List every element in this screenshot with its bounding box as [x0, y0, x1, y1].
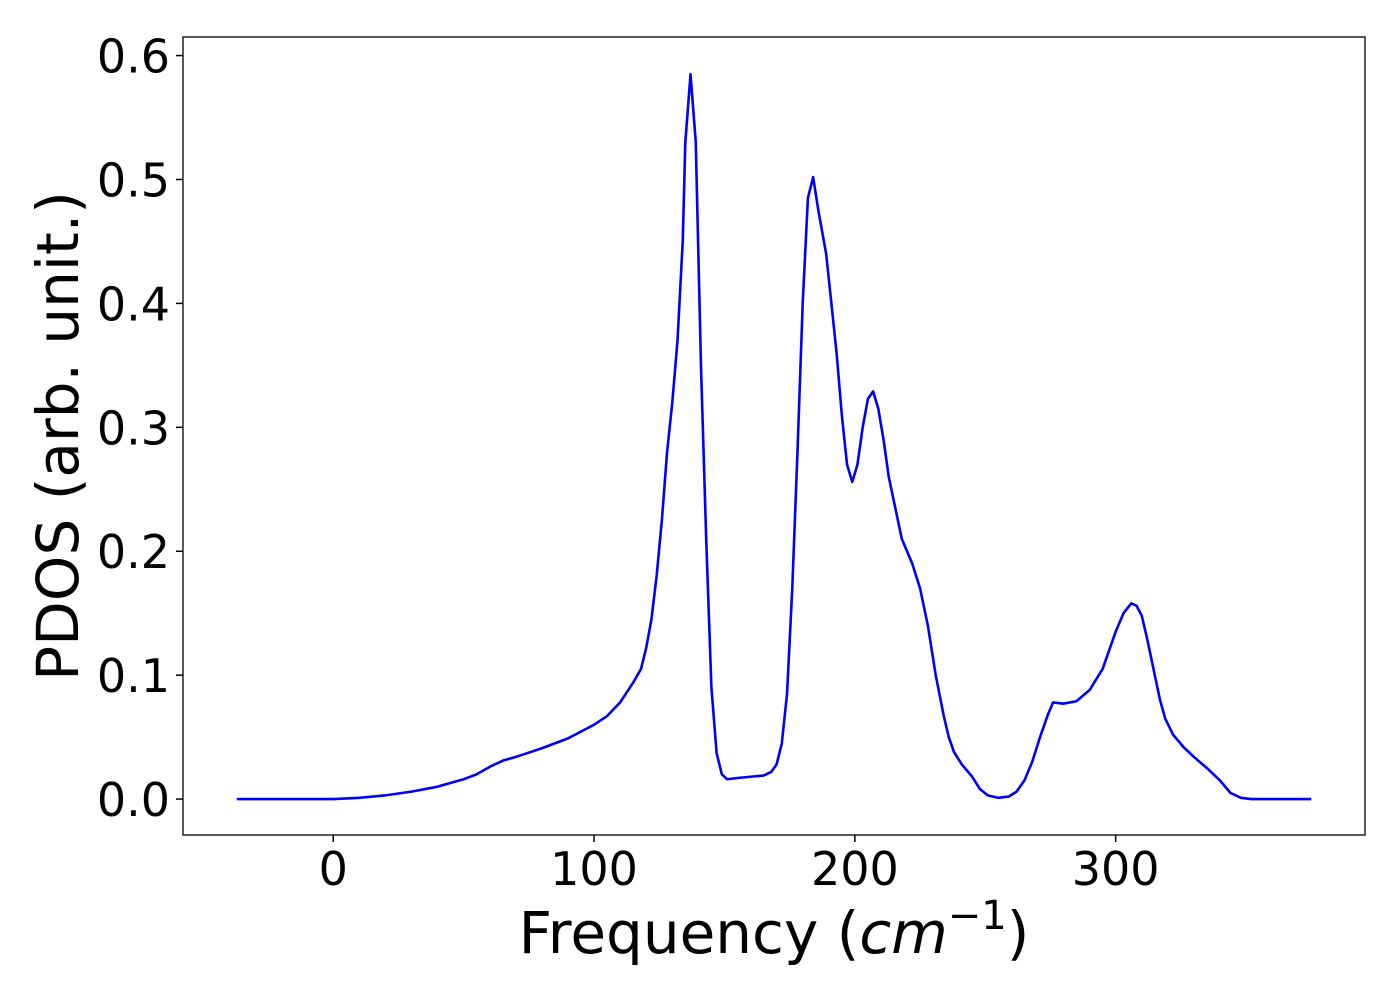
x-label-exponent: −1: [948, 893, 1007, 939]
x-tick-label: 100: [550, 842, 638, 896]
y-tick-label: 0.0: [97, 773, 170, 827]
x-tick-label: 200: [811, 842, 899, 896]
x-axis-label: Frequency (cm−1): [519, 893, 1030, 967]
y-tick-label: 0.6: [97, 30, 170, 84]
x-tick-label: 0: [319, 842, 348, 896]
y-axis-label: PDOS (arb. unit.): [24, 191, 92, 681]
y-tick-label: 0.5: [97, 154, 170, 208]
y-tick-label: 0.1: [97, 649, 170, 703]
data-line: [236, 72, 1312, 801]
x-label-unit: cm: [859, 899, 947, 967]
y-tick-label: 0.4: [97, 277, 170, 331]
x-label-close: ): [1007, 899, 1030, 967]
plot-frame: [182, 36, 1366, 836]
x-label-text: Frequency (: [519, 899, 860, 967]
y-tick-label: 0.2: [97, 525, 170, 579]
x-tick-label: 300: [1072, 842, 1160, 896]
y-tick-label: 0.3: [97, 401, 170, 455]
